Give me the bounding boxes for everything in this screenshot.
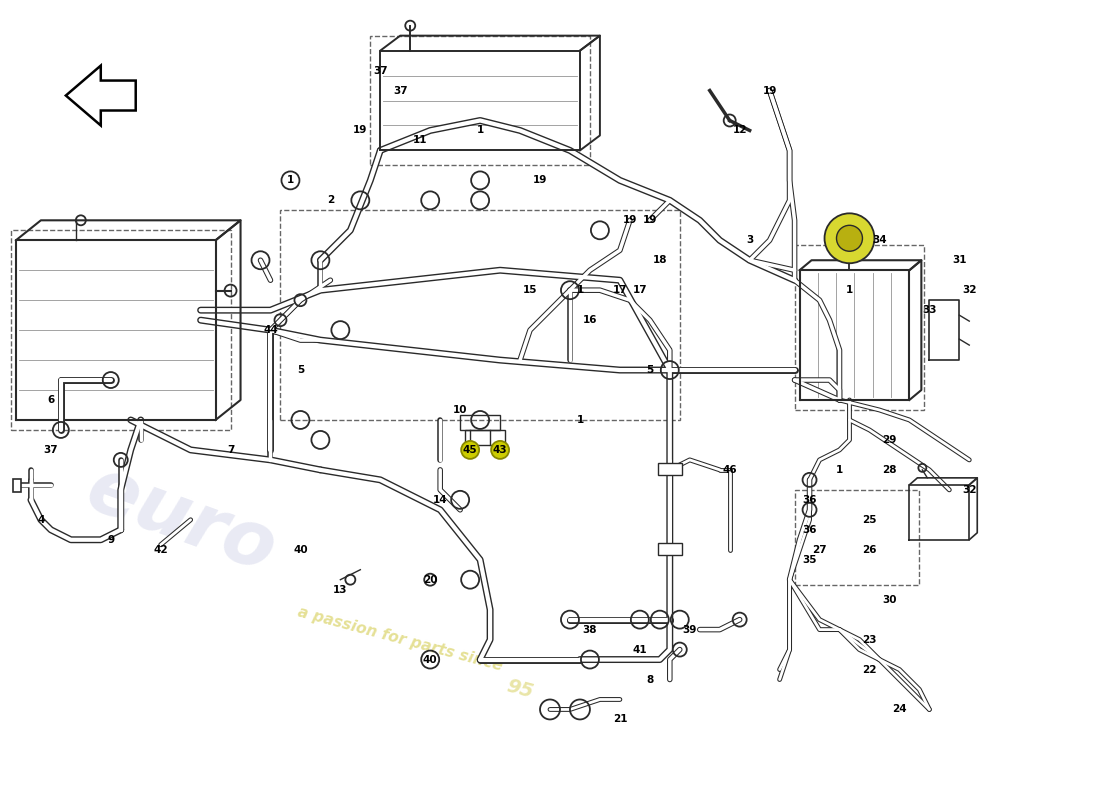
- Text: 37: 37: [373, 66, 387, 75]
- Text: 19: 19: [532, 175, 547, 186]
- Text: 1: 1: [576, 415, 584, 425]
- Text: 35: 35: [802, 554, 817, 565]
- Text: 9: 9: [107, 534, 114, 545]
- Text: 1: 1: [287, 175, 294, 186]
- Text: 44: 44: [263, 325, 278, 335]
- Bar: [11, 230, 231, 430]
- Text: 1: 1: [836, 465, 843, 475]
- Text: 5: 5: [297, 365, 304, 375]
- Text: 34: 34: [872, 235, 887, 246]
- Text: 33: 33: [922, 305, 936, 315]
- Text: 40: 40: [293, 545, 308, 554]
- Text: 5: 5: [646, 365, 653, 375]
- Circle shape: [491, 441, 509, 459]
- Text: 37: 37: [44, 445, 58, 455]
- Text: 21: 21: [613, 714, 627, 725]
- Bar: [280, 210, 680, 420]
- Text: 19: 19: [642, 215, 657, 226]
- Text: 37: 37: [393, 86, 408, 95]
- Text: 6: 6: [47, 395, 55, 405]
- Text: 32: 32: [962, 485, 977, 495]
- Text: 1: 1: [846, 285, 854, 295]
- Text: 36: 36: [802, 495, 817, 505]
- Bar: [658, 463, 682, 475]
- Text: 46: 46: [723, 465, 737, 475]
- Text: 22: 22: [862, 665, 877, 674]
- Text: 18: 18: [652, 255, 667, 266]
- Text: 26: 26: [862, 545, 877, 554]
- Text: 25: 25: [862, 514, 877, 525]
- Text: 24: 24: [892, 705, 906, 714]
- Bar: [465, 430, 505, 445]
- Text: 11: 11: [412, 135, 428, 146]
- Text: 28: 28: [882, 465, 896, 475]
- Text: 23: 23: [862, 634, 877, 645]
- Circle shape: [461, 441, 480, 459]
- Circle shape: [836, 226, 862, 251]
- Text: 8: 8: [646, 674, 653, 685]
- Text: 3: 3: [746, 235, 754, 246]
- Text: euro: euro: [76, 451, 286, 588]
- Text: 32: 32: [962, 285, 977, 295]
- Text: 17: 17: [632, 285, 647, 295]
- Bar: [460, 415, 500, 430]
- Text: 15: 15: [522, 285, 537, 295]
- Text: 19: 19: [762, 86, 777, 95]
- Bar: [658, 542, 682, 554]
- Text: 31: 31: [952, 255, 967, 266]
- Text: 36: 36: [802, 525, 817, 534]
- Text: 1: 1: [476, 126, 484, 135]
- Text: 13: 13: [333, 585, 348, 594]
- Text: 1: 1: [576, 285, 584, 295]
- Circle shape: [825, 214, 874, 263]
- Text: 12: 12: [733, 126, 747, 135]
- Text: 40: 40: [422, 654, 438, 665]
- Bar: [794, 246, 924, 410]
- Text: 39: 39: [683, 625, 697, 634]
- Text: 27: 27: [812, 545, 827, 554]
- Text: 17: 17: [613, 285, 627, 295]
- Text: 16: 16: [583, 315, 597, 325]
- Text: 29: 29: [882, 435, 896, 445]
- Text: 19: 19: [353, 126, 367, 135]
- Text: 2: 2: [327, 195, 334, 206]
- Bar: [794, 490, 920, 585]
- Text: 41: 41: [632, 645, 647, 654]
- Text: 43: 43: [493, 445, 507, 455]
- Text: 10: 10: [453, 405, 468, 415]
- Text: 42: 42: [153, 545, 168, 554]
- Text: 38: 38: [583, 625, 597, 634]
- Bar: [371, 36, 590, 166]
- Text: 4: 4: [37, 514, 45, 525]
- Text: 7: 7: [227, 445, 234, 455]
- Text: 30: 30: [882, 594, 896, 605]
- Text: 45: 45: [463, 445, 477, 455]
- Text: 95: 95: [505, 677, 536, 702]
- Text: a passion for parts since: a passion for parts since: [296, 605, 504, 674]
- Text: 19: 19: [623, 215, 637, 226]
- Bar: [13, 479, 21, 492]
- Text: 20: 20: [424, 574, 438, 585]
- Text: 14: 14: [433, 495, 448, 505]
